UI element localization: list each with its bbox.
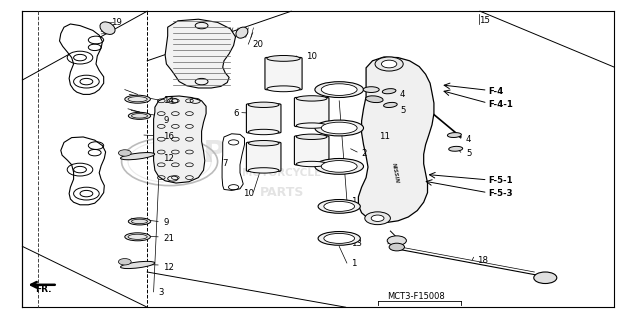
Text: 9: 9 <box>163 116 168 124</box>
Text: 17: 17 <box>541 276 552 284</box>
Text: FR.: FR. <box>35 285 52 294</box>
Text: 9: 9 <box>163 218 168 227</box>
Ellipse shape <box>296 123 327 128</box>
Ellipse shape <box>296 96 327 101</box>
Text: MCT3-F15008: MCT3-F15008 <box>387 292 445 301</box>
Ellipse shape <box>296 134 327 140</box>
Ellipse shape <box>315 120 364 136</box>
Text: NISSIN: NISSIN <box>391 162 400 184</box>
Ellipse shape <box>120 261 155 268</box>
Ellipse shape <box>129 218 151 225</box>
Text: 8: 8 <box>393 240 399 249</box>
Text: 2: 2 <box>362 149 367 158</box>
Ellipse shape <box>318 232 360 245</box>
Text: 3: 3 <box>159 288 164 297</box>
Ellipse shape <box>248 140 279 146</box>
Circle shape <box>371 215 384 221</box>
Text: MSP: MSP <box>152 139 226 168</box>
Circle shape <box>389 243 404 251</box>
Text: 5: 5 <box>400 106 406 115</box>
Ellipse shape <box>321 122 357 134</box>
Text: 10: 10 <box>243 189 254 198</box>
Circle shape <box>387 236 406 245</box>
FancyBboxPatch shape <box>246 104 281 133</box>
Text: 16: 16 <box>163 132 174 140</box>
Ellipse shape <box>364 87 380 92</box>
Circle shape <box>365 212 390 225</box>
Text: F-4: F-4 <box>488 87 504 96</box>
Text: 4: 4 <box>466 135 472 144</box>
Text: 5: 5 <box>466 149 472 158</box>
Ellipse shape <box>120 153 155 160</box>
Polygon shape <box>60 24 104 94</box>
Circle shape <box>118 259 131 265</box>
Ellipse shape <box>125 95 150 103</box>
Text: 19: 19 <box>111 18 122 27</box>
Circle shape <box>118 150 131 156</box>
Ellipse shape <box>383 102 397 108</box>
FancyBboxPatch shape <box>246 142 281 172</box>
Text: PARTS: PARTS <box>259 186 304 198</box>
FancyBboxPatch shape <box>294 136 329 165</box>
Ellipse shape <box>125 233 150 241</box>
Circle shape <box>375 57 403 71</box>
Ellipse shape <box>315 158 364 174</box>
FancyBboxPatch shape <box>265 58 302 90</box>
Ellipse shape <box>248 129 279 135</box>
Ellipse shape <box>267 55 300 61</box>
Text: F-4-1: F-4-1 <box>488 100 513 108</box>
Ellipse shape <box>324 201 355 212</box>
Circle shape <box>381 60 397 68</box>
Text: 10: 10 <box>306 52 317 60</box>
Ellipse shape <box>321 84 357 95</box>
FancyBboxPatch shape <box>294 97 329 127</box>
Ellipse shape <box>100 22 115 35</box>
Ellipse shape <box>449 146 463 151</box>
Ellipse shape <box>321 161 357 172</box>
Text: 20: 20 <box>253 40 264 49</box>
Text: 6: 6 <box>234 109 239 118</box>
Ellipse shape <box>365 96 383 103</box>
Text: 12: 12 <box>163 154 174 163</box>
Ellipse shape <box>315 82 364 98</box>
Text: MOTORCYCLE: MOTORCYCLE <box>242 168 321 178</box>
Ellipse shape <box>318 200 360 213</box>
Text: 18: 18 <box>477 256 488 265</box>
Ellipse shape <box>129 112 151 119</box>
Circle shape <box>534 272 557 284</box>
Polygon shape <box>165 19 236 88</box>
Text: 7: 7 <box>222 159 228 168</box>
Ellipse shape <box>267 86 300 92</box>
Polygon shape <box>154 96 206 183</box>
Text: 15: 15 <box>479 16 490 25</box>
Polygon shape <box>61 137 106 205</box>
Ellipse shape <box>382 89 396 94</box>
Ellipse shape <box>324 233 355 244</box>
Text: 14: 14 <box>163 96 174 105</box>
Ellipse shape <box>236 27 248 38</box>
Text: 1: 1 <box>351 260 356 268</box>
Text: F-5-3: F-5-3 <box>488 189 513 198</box>
Text: 13: 13 <box>351 239 362 248</box>
Text: 21: 21 <box>163 234 174 243</box>
Ellipse shape <box>296 161 327 167</box>
Ellipse shape <box>447 132 461 138</box>
Text: 1: 1 <box>351 197 356 206</box>
Text: 11: 11 <box>379 132 390 140</box>
Text: 12: 12 <box>163 263 174 272</box>
Text: F-5-1: F-5-1 <box>488 176 513 185</box>
Polygon shape <box>222 134 244 190</box>
Ellipse shape <box>248 102 279 108</box>
Ellipse shape <box>248 168 279 173</box>
Polygon shape <box>358 57 434 222</box>
Text: 4: 4 <box>400 90 406 99</box>
